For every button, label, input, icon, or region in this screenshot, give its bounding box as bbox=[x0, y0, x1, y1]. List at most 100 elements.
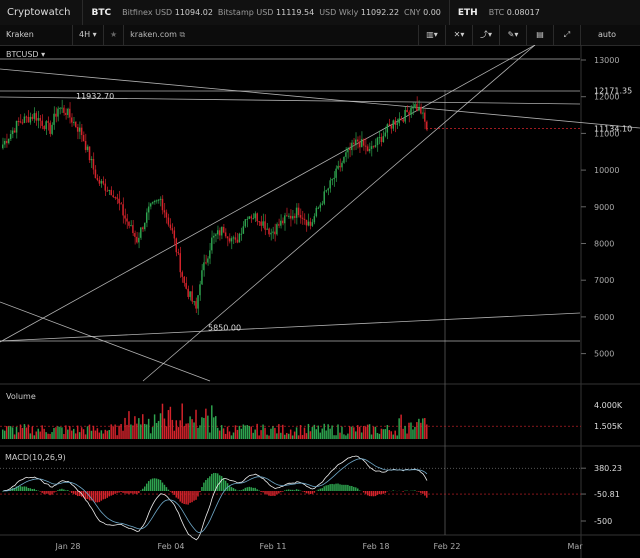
eth-ticker-group[interactable]: ETH BTC 0.08017 bbox=[450, 0, 548, 25]
volume-bar bbox=[311, 427, 314, 439]
volume-bar bbox=[55, 427, 57, 439]
price-chart[interactable]: 4.000K 1.505K 380.23 -50.81 -500 5000 6000 70… bbox=[0, 45, 640, 558]
interval-select[interactable]: 4H ▾ bbox=[73, 25, 104, 45]
volume-bar bbox=[289, 429, 292, 439]
volume-bar bbox=[216, 427, 219, 439]
volume-label: Volume bbox=[6, 392, 36, 401]
volume-bar bbox=[110, 424, 112, 439]
candle-body bbox=[189, 291, 191, 297]
volume-bar bbox=[408, 422, 410, 439]
macd-histogram-bar bbox=[327, 485, 329, 491]
ticker-usd-wkly[interactable]: USD Wkly 11092.22 bbox=[319, 8, 400, 17]
volume-bar bbox=[321, 428, 323, 439]
candle-body bbox=[159, 198, 162, 200]
volume-bar bbox=[114, 424, 116, 439]
macd-histogram-bar bbox=[295, 489, 298, 491]
ticker-cny[interactable]: CNY 0.00 bbox=[404, 8, 441, 17]
ticker-bitfinex[interactable]: Bitfinex USD 11094.02 bbox=[122, 8, 213, 17]
candle-body bbox=[165, 212, 168, 218]
macd-histogram-bar bbox=[424, 491, 426, 496]
candle-body bbox=[422, 112, 424, 114]
macd-histogram-bar bbox=[264, 491, 266, 494]
candle-body bbox=[41, 120, 43, 126]
indicators-button[interactable]: ⤴▾ bbox=[472, 25, 499, 45]
volume-bar bbox=[171, 419, 174, 439]
macd-histogram-bar bbox=[203, 482, 205, 491]
candle-body bbox=[299, 215, 302, 218]
scale-auto-button[interactable]: auto bbox=[580, 25, 633, 45]
volume-bar bbox=[232, 432, 235, 439]
volume-bar bbox=[236, 429, 239, 439]
candle-body bbox=[163, 210, 166, 213]
ticker-eth-btc[interactable]: BTC 0.08017 bbox=[488, 8, 540, 17]
ticker-bitstamp[interactable]: Bitstamp USD 11119.54 bbox=[217, 8, 315, 17]
candle-body bbox=[179, 253, 181, 273]
volume-bar bbox=[388, 430, 391, 439]
volume-bar bbox=[351, 426, 353, 439]
candle-body bbox=[116, 197, 118, 199]
volume-bar bbox=[49, 433, 51, 439]
volume-bar bbox=[104, 429, 107, 439]
macd-histogram-bar bbox=[31, 489, 34, 491]
crosshair-button[interactable]: ✕▾ bbox=[445, 25, 472, 45]
volume-bar bbox=[238, 425, 241, 439]
macd-histogram-bar bbox=[333, 484, 335, 491]
app-logo[interactable]: Cryptowatch bbox=[0, 0, 84, 25]
volume-bar bbox=[71, 430, 73, 439]
volume-bar bbox=[23, 424, 26, 439]
volume-bar bbox=[98, 432, 101, 439]
candle-body bbox=[250, 216, 252, 219]
volume-bar bbox=[347, 433, 349, 439]
exchange-link[interactable]: kraken.com ⧉ bbox=[130, 30, 186, 39]
macd-histogram-bar bbox=[347, 484, 349, 491]
volume-bar bbox=[291, 435, 294, 439]
volume-bar bbox=[317, 425, 320, 439]
volume-bar bbox=[17, 432, 20, 439]
macd-histogram-bar bbox=[414, 490, 416, 491]
candle-body bbox=[272, 231, 274, 233]
layout-button[interactable]: ▤ bbox=[526, 25, 553, 45]
candle-body bbox=[390, 125, 392, 129]
macd-histogram-bar bbox=[378, 491, 381, 495]
volume-bar bbox=[116, 435, 118, 439]
candle-body bbox=[67, 108, 69, 116]
candle-body bbox=[236, 239, 239, 243]
chart-toolbar: Kraken BTCUSD ▾ 4H ▾ ★ kraken.com ⧉ ▥▾ ✕… bbox=[0, 25, 640, 59]
low-annotation: 5850.00 bbox=[208, 323, 241, 332]
draw-tool-button[interactable]: ✎▾ bbox=[499, 25, 526, 45]
price-tick-label: 10000 bbox=[594, 166, 619, 175]
candle-body bbox=[347, 148, 349, 153]
macd-histogram-bar bbox=[55, 491, 57, 492]
candle-type-button[interactable]: ▥▾ bbox=[418, 25, 445, 45]
macd-histogram-bar bbox=[163, 484, 166, 491]
volume-bar bbox=[142, 414, 144, 439]
macd-histogram-bar bbox=[211, 473, 213, 491]
volume-bar bbox=[145, 424, 148, 439]
macd-histogram-bar bbox=[167, 489, 170, 491]
volume-bar bbox=[374, 426, 377, 439]
macd-histogram-bar bbox=[159, 479, 162, 491]
chevron-down-icon: ▾ bbox=[92, 30, 97, 39]
candle-body bbox=[276, 224, 278, 235]
macd-histogram-bar bbox=[155, 478, 158, 491]
btc-ticker-group[interactable]: BTC Bitfinex USD 11094.02 Bitstamp USD 1… bbox=[83, 0, 450, 25]
market-select[interactable]: Kraken BTCUSD ▾ bbox=[0, 25, 73, 59]
volume-bar bbox=[256, 423, 258, 439]
candle-body bbox=[400, 118, 402, 120]
macd-histogram-bar bbox=[41, 491, 43, 493]
candle-body bbox=[278, 224, 280, 226]
macd-histogram-bar bbox=[339, 484, 341, 491]
volume-bar bbox=[426, 424, 428, 439]
candles bbox=[2, 96, 428, 315]
candle-body bbox=[323, 191, 325, 204]
macd-histogram-bar bbox=[215, 473, 217, 491]
favorite-star-icon[interactable]: ★ bbox=[104, 25, 125, 45]
macd-histogram-bar bbox=[82, 491, 85, 498]
candle-body bbox=[256, 213, 258, 222]
candle-body bbox=[142, 227, 144, 230]
candle-body bbox=[108, 189, 110, 192]
candle-body bbox=[396, 123, 398, 125]
candle-body bbox=[321, 203, 323, 205]
candle-body bbox=[372, 146, 375, 148]
fullscreen-button[interactable]: ⤢ bbox=[553, 25, 580, 45]
